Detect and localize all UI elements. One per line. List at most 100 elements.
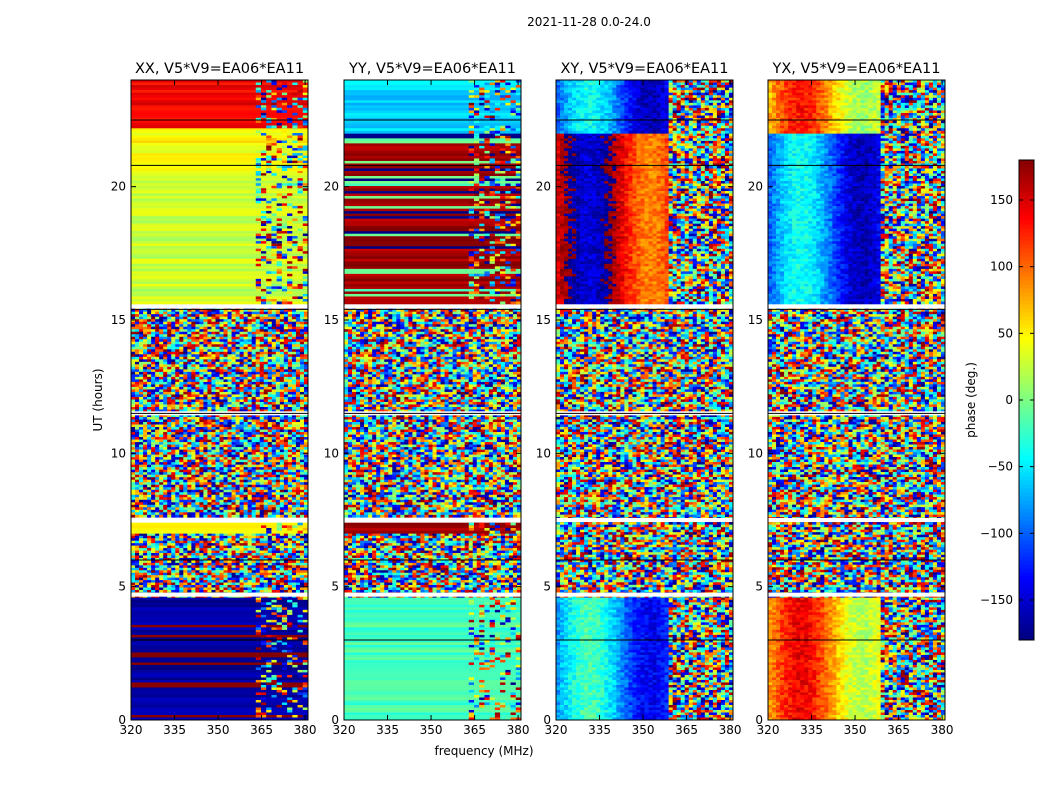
panel-frame: [130, 79, 309, 721]
colorbar-band: [1019, 428, 1034, 433]
x-tick-label: 350: [844, 723, 867, 737]
colorbar-band: [1019, 628, 1034, 633]
colorbar-band: [1019, 292, 1034, 297]
phase-segment: [131, 170, 308, 305]
colorbar-band: [1019, 432, 1034, 437]
colorbar-band: [1019, 456, 1034, 461]
phase-segment: [344, 533, 521, 598]
phase-segment: [556, 80, 733, 134]
phase-segment: [344, 597, 521, 720]
colorbar-band: [1019, 572, 1034, 577]
data-gap: [131, 304, 308, 309]
panel-title: YX, V5*V9=EA06*EA11: [771, 61, 940, 77]
phase-segment: [344, 80, 521, 134]
colorbar: −150 −100 −50 0 50 100 150: [980, 159, 1035, 641]
colorbar-band: [1019, 556, 1034, 561]
colorbar-tick-label: 100: [990, 260, 1013, 274]
colorbar-tick-label: −100: [980, 526, 1013, 540]
colorbar-band: [1019, 536, 1034, 541]
y-tick-label: 10: [748, 446, 763, 460]
colorbar-band: [1019, 504, 1034, 509]
colorbar-band: [1019, 508, 1034, 513]
y-axis-label: UT (hours): [91, 368, 105, 431]
colorbar-band: [1019, 336, 1034, 341]
colorbar-band: [1019, 264, 1034, 269]
colorbar-band: [1019, 588, 1034, 593]
data-gap: [768, 518, 945, 522]
y-tick-label: 5: [118, 580, 126, 594]
colorbar-band: [1019, 204, 1034, 209]
phase-segment: [768, 306, 945, 598]
y-tick-label: 20: [536, 180, 551, 194]
colorbar-band: [1019, 312, 1034, 317]
colorbar-band: [1019, 176, 1034, 181]
colorbar-band: [1019, 476, 1034, 481]
colorbar-band: [1019, 252, 1034, 257]
colorbar-band: [1019, 260, 1034, 265]
colorbar-band: [1019, 444, 1034, 449]
phase-image: [768, 80, 945, 720]
colorbar-band: [1019, 488, 1034, 493]
colorbar-band: [1019, 288, 1034, 293]
colorbar-band: [1019, 376, 1034, 381]
colorbar-band: [1019, 380, 1034, 385]
colorbar-band: [1019, 472, 1034, 477]
phase-segment: [556, 597, 733, 720]
phase-image: [556, 80, 733, 720]
data-gap: [344, 592, 521, 597]
colorbar-band: [1019, 392, 1034, 397]
y-tick-label: 15: [748, 313, 763, 327]
colorbar-band: [1019, 244, 1034, 249]
phase-segment: [131, 597, 308, 720]
colorbar-band: [1019, 300, 1034, 305]
colorbar-band: [1019, 548, 1034, 553]
y-tick-label: 20: [748, 180, 763, 194]
x-axis-label: frequency (MHz): [434, 744, 533, 758]
x-tick-label: 365: [463, 723, 486, 737]
x-tick-label: 380: [931, 723, 954, 737]
colorbar-band: [1019, 168, 1034, 173]
x-tick-label: 320: [333, 723, 356, 737]
x-tick-label: 380: [507, 723, 530, 737]
phase-segment: [768, 80, 945, 134]
panel-frame: [767, 79, 946, 721]
panel-2: YY, V5*V9=EA06*EA11 320 335 350 365 380 0 5 10 15…: [324, 61, 530, 737]
colorbar-band: [1019, 368, 1034, 373]
colorbar-band: [1019, 196, 1034, 201]
colorbar-band: [1019, 464, 1034, 469]
colorbar-band: [1019, 188, 1034, 193]
x-tick-label: 335: [588, 723, 611, 737]
data-gap: [556, 592, 733, 597]
y-tick-label: 10: [536, 446, 551, 460]
phase-segment: [131, 80, 308, 129]
y-tick-label: 10: [111, 446, 126, 460]
colorbar-band: [1019, 492, 1034, 497]
colorbar-band: [1019, 172, 1034, 177]
y-tick-label: 0: [755, 713, 763, 727]
colorbar-band: [1019, 560, 1034, 565]
colorbar-band: [1019, 348, 1034, 353]
colorbar-band: [1019, 408, 1034, 413]
colorbar-band: [1019, 372, 1034, 377]
colorbar-tick-label: −150: [980, 593, 1013, 607]
colorbar-band: [1019, 568, 1034, 573]
x-tick-label: 350: [420, 723, 443, 737]
x-tick-label: 380: [719, 723, 742, 737]
colorbar-band: [1019, 436, 1034, 441]
colorbar-band: [1019, 540, 1034, 545]
colorbar-band: [1019, 600, 1034, 605]
panel-3: XY, V5*V9=EA06*EA11 320 335 350 365 380 0 5 10 15…: [536, 61, 742, 737]
colorbar-band: [1019, 296, 1034, 301]
colorbar-band: [1019, 592, 1034, 597]
phase-segment: [556, 306, 733, 598]
colorbar-label: phase (deg.): [964, 362, 978, 438]
colorbar-band: [1019, 516, 1034, 521]
colorbar-band: [1019, 316, 1034, 321]
x-tick-label: 320: [545, 723, 568, 737]
colorbar-band: [1019, 512, 1034, 517]
data-gap: [768, 304, 945, 309]
x-tick-label: 365: [887, 723, 910, 737]
colorbar-band: [1019, 552, 1034, 557]
colorbar-band: [1019, 564, 1034, 569]
colorbar-band: [1019, 180, 1034, 185]
